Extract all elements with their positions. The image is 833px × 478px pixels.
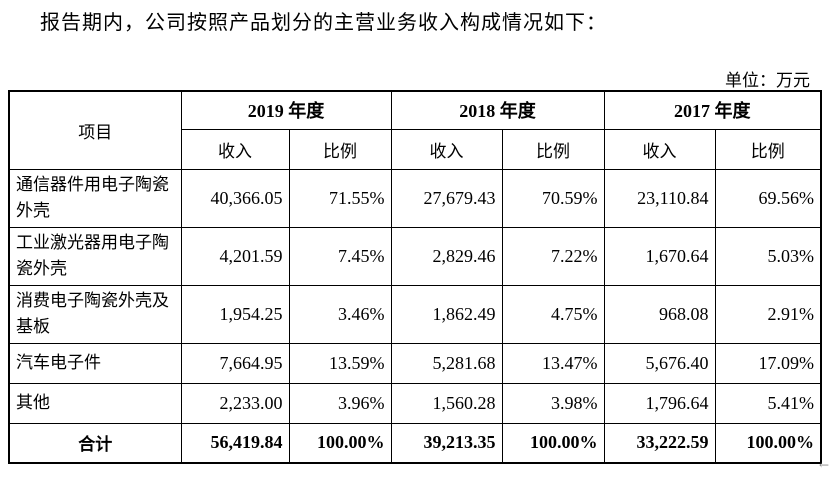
total-row: 合计 56,419.84 100.00% 39,213.35 100.00% 3… — [8, 422, 822, 464]
cell-value: 1,560.28 — [390, 382, 503, 424]
cell-value: 3.46% — [288, 284, 392, 344]
sub-header-income: 收入 — [180, 128, 290, 170]
total-label: 合计 — [8, 422, 182, 464]
cell-value: 71.55% — [288, 168, 392, 228]
cell-value: 4.75% — [501, 284, 605, 344]
row-label: 消费电子陶瓷外壳及基板 — [8, 284, 182, 344]
cell-value: 1,670.64 — [603, 226, 716, 286]
cell-value: 4,201.59 — [180, 226, 290, 286]
cell-value: 1,954.25 — [180, 284, 290, 344]
year-header-2018: 2018 年度 — [390, 90, 605, 130]
cell-value: 5,676.40 — [603, 342, 716, 384]
total-value: 56,419.84 — [180, 422, 290, 464]
cell-value: 968.08 — [603, 284, 716, 344]
table-row: 汽车电子件 7,664.95 13.59% 5,281.68 13.47% 5,… — [8, 342, 822, 384]
total-value: 100.00% — [714, 422, 822, 464]
total-value: 100.00% — [501, 422, 605, 464]
header-row-years: 项目 2019 年度 2018 年度 2017 年度 — [8, 90, 822, 170]
cell-value: 13.59% — [288, 342, 392, 384]
year-header-2017: 2017 年度 — [603, 90, 822, 130]
unit-label: 单位：万元 — [725, 71, 810, 91]
row-label: 通信器件用电子陶瓷外壳 — [8, 168, 182, 228]
cell-value: 3.96% — [288, 382, 392, 424]
total-value: 39,213.35 — [390, 422, 503, 464]
sub-header-income: 收入 — [390, 128, 503, 170]
item-header: 项目 — [8, 90, 182, 170]
total-value: 100.00% — [288, 422, 392, 464]
cell-value: 7.45% — [288, 226, 392, 286]
cell-value: 2,233.00 — [180, 382, 290, 424]
cell-value: 1,862.49 — [390, 284, 503, 344]
return-arrow-icon: ← — [818, 458, 829, 472]
cell-value: 70.59% — [501, 168, 605, 228]
sub-header-ratio: 比例 — [288, 128, 392, 170]
cell-value: 13.47% — [501, 342, 605, 384]
cell-value: 5.41% — [714, 382, 822, 424]
cell-value: 3.98% — [501, 382, 605, 424]
table-row: 工业激光器用电子陶瓷外壳 4,201.59 7.45% 2,829.46 7.2… — [8, 226, 822, 286]
cell-value: 2.91% — [714, 284, 822, 344]
header-row-sub: 收入 比例 收入 比例 收入 比例 — [9, 128, 822, 170]
cell-value: 40,366.05 — [180, 168, 290, 228]
row-label: 汽车电子件 — [8, 342, 182, 384]
year-header-2019: 2019 年度 — [180, 90, 392, 130]
row-label: 其他 — [8, 382, 182, 424]
intro-text: 报告期内，公司按照产品划分的主营业务收入构成情况如下： — [40, 10, 607, 34]
sub-header-ratio: 比例 — [501, 128, 605, 170]
cell-value: 69.56% — [714, 168, 822, 228]
total-value: 33,222.59 — [603, 422, 716, 464]
cell-value: 1,796.64 — [603, 382, 716, 424]
cell-value: 27,679.43 — [390, 168, 503, 228]
cell-value: 7,664.95 — [180, 342, 290, 384]
cell-value: 23,110.84 — [603, 168, 716, 228]
cell-value: 5,281.68 — [390, 342, 503, 384]
cell-value: 2,829.46 — [390, 226, 503, 286]
cell-value: 7.22% — [501, 226, 605, 286]
table-row: 消费电子陶瓷外壳及基板 1,954.25 3.46% 1,862.49 4.75… — [8, 284, 822, 344]
sub-header-income: 收入 — [603, 128, 716, 170]
revenue-table: 项目 2019 年度 2018 年度 2017 年度 收入 比例 收入 比例 收… — [8, 90, 822, 464]
cell-value: 17.09% — [714, 342, 822, 384]
sub-header-ratio: 比例 — [714, 128, 822, 170]
cell-value: 5.03% — [714, 226, 822, 286]
row-label: 工业激光器用电子陶瓷外壳 — [8, 226, 182, 286]
table-row: 通信器件用电子陶瓷外壳 40,366.05 71.55% 27,679.43 7… — [8, 168, 822, 228]
table-row: 其他 2,233.00 3.96% 1,560.28 3.98% 1,796.6… — [8, 382, 822, 424]
